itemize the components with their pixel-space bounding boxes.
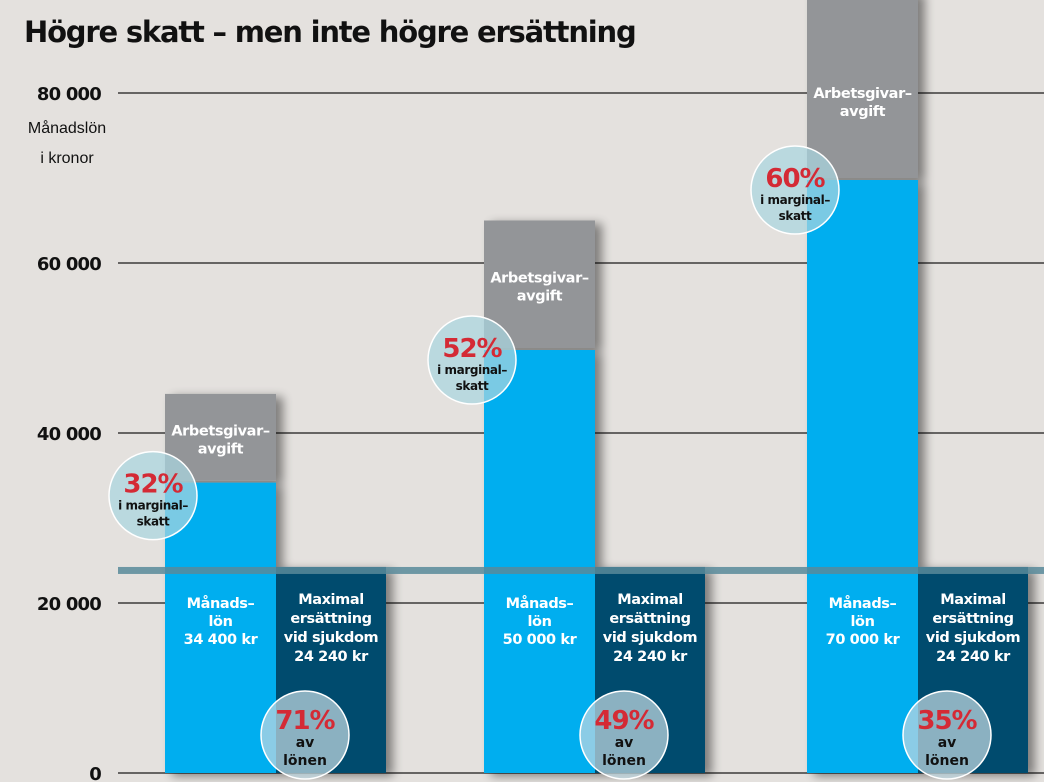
salary-label: Månads–: [187, 595, 255, 612]
marginal-tax-bubble: [750, 145, 840, 235]
bars: [165, 0, 1028, 773]
employer-fee-bar: [484, 220, 595, 348]
replacement-text: lönen: [283, 753, 327, 769]
employer-fee-label: avgift: [517, 288, 563, 304]
bar-group: [807, 0, 1028, 773]
y-tick-label: 60 000: [37, 254, 101, 275]
compensation-label: ersättning: [609, 611, 690, 627]
compensation-label: Maximal: [940, 592, 1006, 608]
replacement-value: 49%: [594, 706, 654, 736]
y-axis-label-line-2: i kronor: [40, 150, 94, 167]
y-tick-label: 40 000: [37, 424, 101, 445]
salary-label: 70 000 kr: [826, 632, 901, 648]
salary-label: Månads–: [506, 595, 574, 612]
replacement-text: av: [615, 735, 634, 751]
marginal-tax-bubble: [108, 450, 198, 541]
compensation-label: vid sjukdom: [926, 630, 1020, 646]
replacement-value: 35%: [917, 706, 977, 736]
compensation-label: 24 240 kr: [936, 649, 1011, 665]
salary-label: 50 000 kr: [503, 632, 578, 648]
y-tick-label: 20 000: [37, 594, 101, 615]
compensation-label: ersättning: [290, 611, 371, 627]
salary-bar: [807, 180, 918, 773]
y-tick-label: 0: [89, 764, 101, 782]
compensation-label: ersättning: [932, 611, 1013, 627]
replacement-bubble: [902, 690, 992, 780]
marginal-tax-value: 52%: [442, 334, 502, 364]
replacement-text: lönen: [602, 753, 646, 769]
reference-line: [118, 566, 1044, 574]
bar-overlays: Arbetsgivar– avgift Månads– lön 34 400 kr Max…: [108, 86, 1021, 780]
replacement-bubble: [579, 690, 669, 780]
salary-label: lön: [850, 614, 874, 630]
marginal-tax-text: i marginal–: [760, 193, 830, 207]
salary-label: 34 400 kr: [184, 632, 259, 648]
replacement-text: av: [938, 735, 957, 751]
marginal-tax-bubble: [427, 315, 517, 405]
employer-fee-label: Arbetsgivar–: [490, 270, 588, 286]
replacement-bubble: [260, 690, 350, 780]
replacement-text: av: [296, 735, 315, 751]
compensation-label: vid sjukdom: [284, 630, 378, 646]
salary-bar: [165, 482, 276, 773]
marginal-tax-text: skatt: [456, 379, 489, 393]
y-axis-label-line-1: Månadslön: [28, 119, 106, 137]
y-axis-ticks: 0 20 000 40 000 60 000 80 000: [37, 84, 102, 782]
marginal-tax-text: i marginal–: [118, 499, 188, 513]
marginal-tax-text: skatt: [779, 209, 812, 223]
employer-fee-label: Arbetsgivar–: [171, 423, 269, 439]
marginal-tax-text: skatt: [137, 515, 170, 529]
compensation-label: Maximal: [617, 592, 683, 608]
compensation-label: 24 240 kr: [294, 649, 369, 665]
marginal-tax-value: 60%: [765, 164, 825, 194]
employer-fee-label: avgift: [198, 441, 244, 457]
compensation-label: 24 240 kr: [613, 649, 688, 665]
employer-fee-bar: [807, 0, 918, 178]
salary-label: lön: [208, 614, 232, 630]
replacement-value: 71%: [275, 706, 335, 736]
compensation-label: vid sjukdom: [603, 630, 697, 646]
reference-line-layer: [118, 566, 1044, 574]
salary-label: lön: [527, 614, 551, 630]
y-tick-label: 80 000: [37, 84, 101, 105]
replacement-text: lönen: [925, 753, 969, 769]
employer-fee-label: avgift: [840, 104, 886, 120]
employer-fee-label: Arbetsgivar–: [813, 86, 911, 102]
compensation-label: Maximal: [298, 592, 364, 608]
chart-title: Högre skatt – men inte högre ersättning: [24, 15, 636, 49]
marginal-tax-value: 32%: [123, 470, 183, 500]
salary-label: Månads–: [829, 595, 897, 612]
marginal-tax-text: i marginal–: [437, 363, 507, 377]
salary-bar: [484, 350, 595, 773]
